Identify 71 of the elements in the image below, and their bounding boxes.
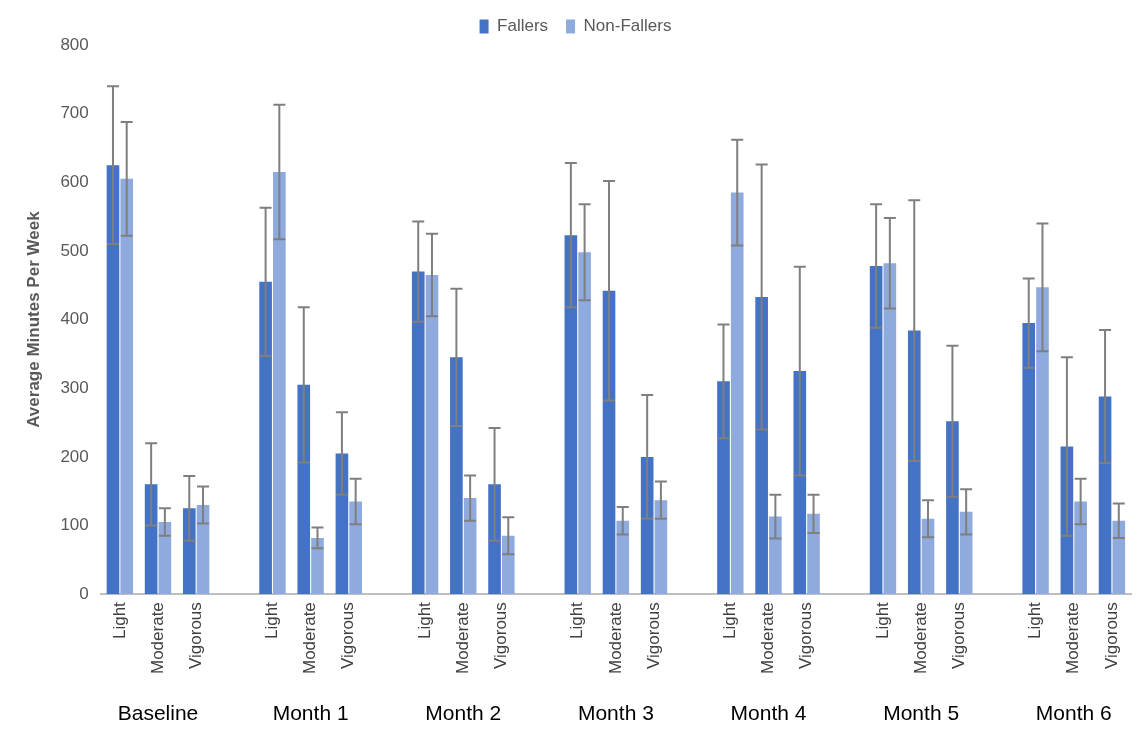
y-tick-label: 600: [60, 171, 89, 191]
bar: [297, 384, 311, 595]
bar: [182, 508, 196, 595]
y-tick-label: 400: [60, 309, 89, 329]
x-tick-label: Moderate: [300, 602, 320, 675]
x-tick-label: Vigorous: [796, 602, 816, 669]
bar: [946, 421, 959, 595]
bar: [273, 172, 286, 595]
x-tick-label: Vigorous: [338, 602, 358, 669]
bar: [425, 274, 439, 595]
bar: [311, 537, 324, 595]
bar: [907, 330, 921, 595]
bar: [755, 296, 768, 595]
bar: [259, 281, 272, 595]
y-tick-label: 700: [60, 103, 89, 123]
text: Month 3: [577, 700, 654, 724]
x-tick-label: Moderate: [147, 602, 167, 675]
bar: [1112, 520, 1126, 595]
bar: [616, 520, 630, 595]
x-tick-label: Vigorous: [948, 602, 968, 669]
bar: [349, 501, 362, 595]
bar: [196, 504, 210, 595]
x-tick-label: Vigorous: [491, 602, 511, 669]
bar: [578, 252, 591, 595]
bar: [654, 500, 668, 595]
bar: [883, 263, 897, 595]
x-tick-label: Moderate: [452, 602, 472, 675]
x-tick-label: Moderate: [1063, 602, 1083, 675]
bar: [869, 266, 883, 595]
x-tick-label: Moderate: [605, 602, 625, 675]
x-tick-label: Light: [109, 601, 129, 640]
bar: [564, 235, 578, 595]
text: Month 4: [730, 700, 807, 724]
legend-label: Non-Fallers: [583, 16, 672, 36]
bar: [106, 165, 120, 595]
bar: [450, 357, 463, 595]
x-tick-label: Light: [1025, 601, 1045, 640]
x-tick-label: Light: [567, 601, 587, 640]
x-tick-label: Light: [872, 601, 892, 640]
text: Month 5: [883, 700, 960, 724]
bar: [1036, 287, 1049, 595]
y-tick-label: 500: [60, 240, 89, 260]
y-tick-label: 800: [60, 34, 89, 54]
x-tick-label: Vigorous: [185, 602, 205, 669]
bar: [1074, 501, 1087, 595]
bar: [793, 371, 807, 595]
bar: [411, 271, 425, 595]
y-tick-label: 100: [60, 515, 89, 535]
x-tick-label: Vigorous: [1101, 602, 1121, 669]
text: Baseline: [117, 700, 199, 724]
x-tick-label: Moderate: [758, 602, 778, 675]
bar: [769, 516, 782, 595]
bar: [120, 178, 134, 595]
y-axis-title: Average Minutes Per Week: [23, 210, 43, 428]
bar: [717, 381, 730, 595]
y-tick-label: 300: [60, 377, 89, 397]
y-tick-label: 0: [79, 583, 89, 603]
y-tick-label: 200: [60, 446, 89, 466]
x-tick-label: Light: [414, 601, 434, 640]
text: Month 2: [425, 700, 502, 724]
bar: [807, 513, 820, 595]
text: Month 1: [272, 700, 349, 724]
bar: [1022, 323, 1036, 595]
bar: [730, 192, 744, 595]
text: Month 6: [1035, 700, 1112, 724]
x-tick-label: Light: [720, 601, 740, 640]
bar: [501, 535, 515, 595]
legend-label: Fallers: [497, 16, 549, 36]
x-tick-label: Moderate: [910, 602, 930, 675]
x-tick-label: Vigorous: [643, 602, 663, 669]
x-tick-label: Light: [262, 601, 282, 640]
